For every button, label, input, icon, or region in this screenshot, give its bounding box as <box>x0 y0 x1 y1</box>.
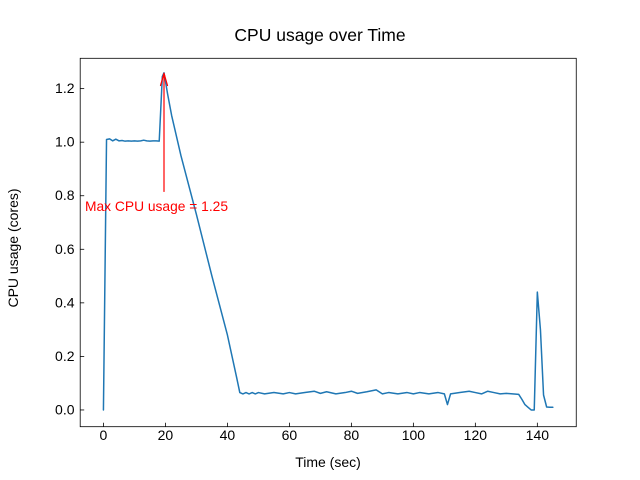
svg-text:0.6: 0.6 <box>55 241 75 257</box>
svg-text:CPU usage (cores): CPU usage (cores) <box>5 188 21 307</box>
svg-text:Time (sec): Time (sec) <box>295 454 361 470</box>
svg-text:0.8: 0.8 <box>55 187 75 203</box>
svg-text:Max CPU usage = 1.25: Max CPU usage = 1.25 <box>85 199 228 214</box>
svg-text:100: 100 <box>402 427 426 443</box>
svg-text:0.2: 0.2 <box>55 348 75 364</box>
svg-text:0: 0 <box>100 427 108 443</box>
svg-text:1.0: 1.0 <box>55 134 75 150</box>
svg-text:CPU usage over Time: CPU usage over Time <box>234 25 405 45</box>
svg-text:120: 120 <box>464 427 488 443</box>
svg-text:1.2: 1.2 <box>55 80 75 96</box>
svg-text:40: 40 <box>220 427 236 443</box>
svg-text:140: 140 <box>526 427 550 443</box>
svg-text:80: 80 <box>344 427 360 443</box>
svg-text:0.4: 0.4 <box>55 294 75 310</box>
svg-text:20: 20 <box>158 427 174 443</box>
svg-text:0.0: 0.0 <box>55 402 75 418</box>
svg-text:60: 60 <box>282 427 298 443</box>
